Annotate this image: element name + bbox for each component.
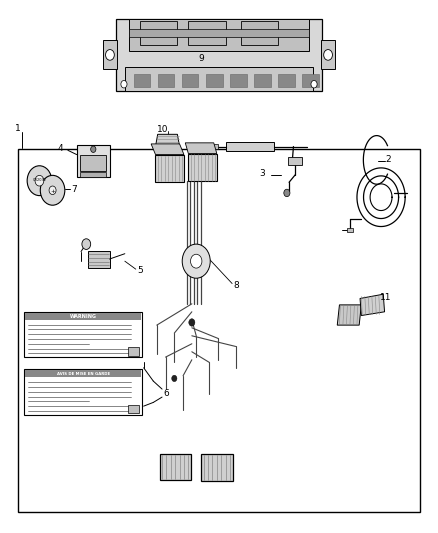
- Circle shape: [182, 244, 210, 278]
- Polygon shape: [155, 134, 180, 147]
- Text: WARNING: WARNING: [70, 314, 97, 319]
- Bar: [116, 19, 322, 91]
- Bar: [188, 154, 217, 181]
- Text: 10: 10: [157, 125, 168, 134]
- Text: 7: 7: [71, 185, 77, 193]
- Bar: [230, 74, 247, 87]
- Circle shape: [324, 50, 332, 60]
- Bar: [155, 155, 184, 182]
- Text: 4: 4: [58, 144, 64, 152]
- Bar: [302, 74, 319, 87]
- Polygon shape: [360, 294, 385, 316]
- Text: CR2032: CR2032: [32, 177, 46, 182]
- Circle shape: [106, 50, 114, 60]
- Bar: [24, 369, 142, 415]
- Text: 5: 5: [137, 266, 143, 275]
- Bar: [24, 312, 142, 357]
- Circle shape: [121, 80, 127, 88]
- Bar: [125, 67, 313, 91]
- Bar: [254, 74, 271, 87]
- Bar: [160, 454, 191, 480]
- Bar: [158, 74, 174, 87]
- Circle shape: [189, 319, 195, 326]
- Bar: [129, 19, 309, 51]
- Bar: [128, 347, 139, 356]
- Bar: [201, 454, 233, 481]
- Bar: [103, 40, 117, 69]
- Bar: [80, 155, 106, 171]
- Bar: [88, 251, 110, 268]
- Circle shape: [284, 189, 290, 197]
- Circle shape: [35, 175, 44, 186]
- Circle shape: [27, 166, 52, 196]
- Text: AVIS DE MISE EN GARDE: AVIS DE MISE EN GARDE: [57, 372, 110, 376]
- Bar: [278, 74, 295, 87]
- Bar: [206, 74, 223, 87]
- Circle shape: [91, 146, 96, 152]
- Bar: [241, 21, 278, 45]
- Circle shape: [311, 80, 317, 88]
- Bar: [128, 405, 139, 413]
- Polygon shape: [151, 144, 184, 155]
- Bar: [226, 142, 274, 151]
- Bar: [288, 157, 302, 165]
- Bar: [77, 145, 110, 177]
- Text: 6: 6: [163, 389, 169, 398]
- Text: 8: 8: [233, 281, 239, 289]
- Text: 9: 9: [198, 54, 204, 63]
- Circle shape: [82, 239, 91, 249]
- Bar: [134, 74, 150, 87]
- Bar: [25, 313, 141, 320]
- Circle shape: [191, 254, 202, 268]
- Text: 2: 2: [385, 156, 391, 164]
- Bar: [25, 370, 141, 377]
- Bar: [321, 40, 335, 69]
- Bar: [182, 74, 198, 87]
- Circle shape: [49, 186, 56, 195]
- Polygon shape: [337, 305, 361, 325]
- Bar: [347, 228, 353, 232]
- Bar: [212, 144, 218, 149]
- Text: +: +: [50, 189, 55, 194]
- Circle shape: [40, 175, 65, 205]
- Text: 3: 3: [260, 169, 265, 177]
- Bar: [18, 149, 420, 512]
- Bar: [80, 172, 106, 177]
- Text: 11: 11: [380, 293, 391, 302]
- Circle shape: [172, 375, 177, 382]
- Bar: [140, 21, 177, 45]
- Bar: [188, 21, 226, 45]
- Polygon shape: [185, 143, 217, 154]
- Bar: [129, 29, 309, 37]
- Text: 1: 1: [15, 125, 21, 133]
